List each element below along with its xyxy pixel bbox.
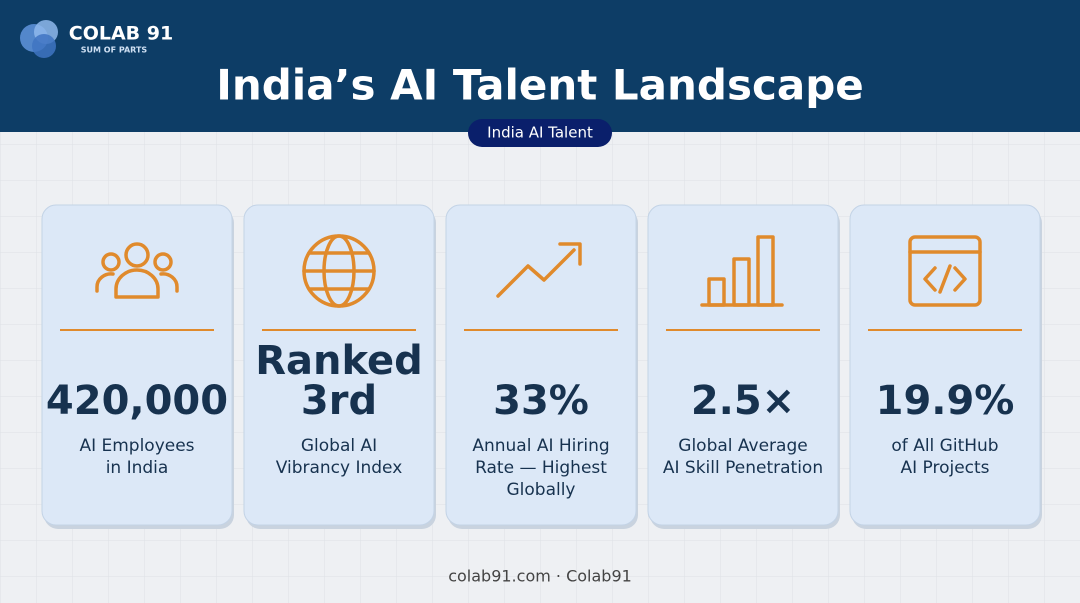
stat-label: Rate — Highest	[475, 458, 607, 478]
card	[41, 204, 233, 526]
stat: 2.5×	[691, 378, 795, 424]
title: India’s AI Talent Landscape	[216, 61, 864, 110]
stat-label: Vibrancy Index	[276, 458, 403, 478]
card	[849, 204, 1041, 526]
badge	[468, 119, 612, 147]
stat-label: AI Skill Penetration	[663, 458, 823, 478]
brand: COLAB 91	[69, 23, 173, 45]
stat-label: Global AI	[301, 436, 377, 456]
code-icon	[908, 235, 982, 307]
bars-icon	[700, 235, 784, 307]
card	[243, 204, 435, 526]
stat: 19.9%	[876, 378, 1015, 424]
trend-icon	[496, 242, 582, 298]
tagline: SUM OF PARTS	[81, 46, 148, 55]
header-band	[0, 0, 1080, 132]
stat-label: Annual AI Hiring	[472, 436, 609, 456]
card	[445, 204, 637, 526]
globe-icon	[302, 234, 376, 308]
stat-label: Global Average	[678, 436, 807, 456]
stat-label: Globally	[506, 480, 575, 500]
icons	[95, 234, 982, 308]
stat: 3rd	[301, 378, 377, 424]
stat: 33%	[493, 378, 589, 424]
logo-mark	[20, 20, 58, 58]
stat: 420,000	[46, 378, 228, 424]
card	[647, 204, 839, 526]
stat-label: AI Employees	[79, 436, 194, 456]
badge-text: India AI Talent	[487, 124, 593, 142]
stat-label: AI Projects	[900, 458, 989, 478]
stat-label: of All GitHub	[891, 436, 998, 456]
footer: colab91.com · Colab91	[448, 567, 632, 586]
people-icon	[95, 242, 179, 299]
stat-label: in India	[106, 458, 169, 478]
stat: Ranked	[255, 338, 423, 384]
